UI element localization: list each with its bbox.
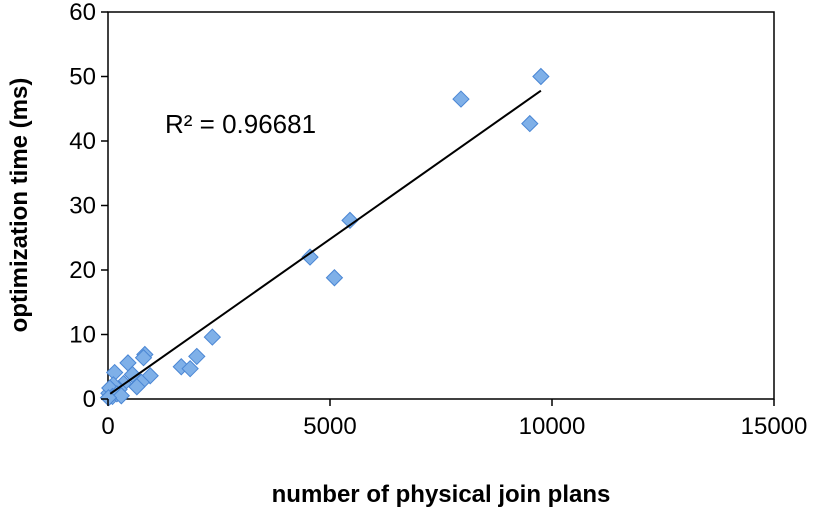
y-tick-label: 20 — [69, 257, 96, 284]
data-point — [452, 90, 470, 108]
data-point — [134, 349, 153, 367]
r-squared-annotation: R² = 0.96681 — [165, 109, 316, 139]
data-point — [301, 248, 319, 266]
data-point — [521, 114, 539, 133]
data-point — [123, 365, 142, 384]
y-axis-title: optimization time (ms) — [6, 78, 33, 333]
y-tick-label: 30 — [69, 193, 96, 220]
x-axis-title: number of physical join plans — [272, 481, 611, 508]
data-points — [99, 67, 550, 407]
data-point — [341, 211, 359, 230]
data-point — [181, 359, 199, 378]
data-point — [325, 269, 344, 287]
y-tick-label: 0 — [83, 386, 96, 413]
y-tick-label: 10 — [69, 322, 96, 349]
plot-area — [107, 11, 775, 400]
x-tick-label: 0 — [101, 413, 114, 440]
data-point — [112, 387, 131, 405]
y-tick-label: 40 — [69, 128, 96, 155]
x-axis: 0 5000 10000 15000 — [101, 399, 807, 440]
x-tick-label: 10000 — [519, 413, 586, 440]
data-point — [188, 347, 206, 366]
trendline-layer — [109, 89, 542, 395]
trendline — [109, 89, 542, 395]
data-point — [203, 328, 222, 346]
y-tick-label: 50 — [69, 64, 96, 91]
y-axis: 0 10 20 30 40 50 60 — [69, 0, 108, 413]
y-tick-label: 60 — [69, 0, 96, 26]
data-point — [532, 67, 550, 86]
x-tick-label: 15000 — [741, 413, 808, 440]
x-tick-label: 5000 — [303, 413, 356, 440]
